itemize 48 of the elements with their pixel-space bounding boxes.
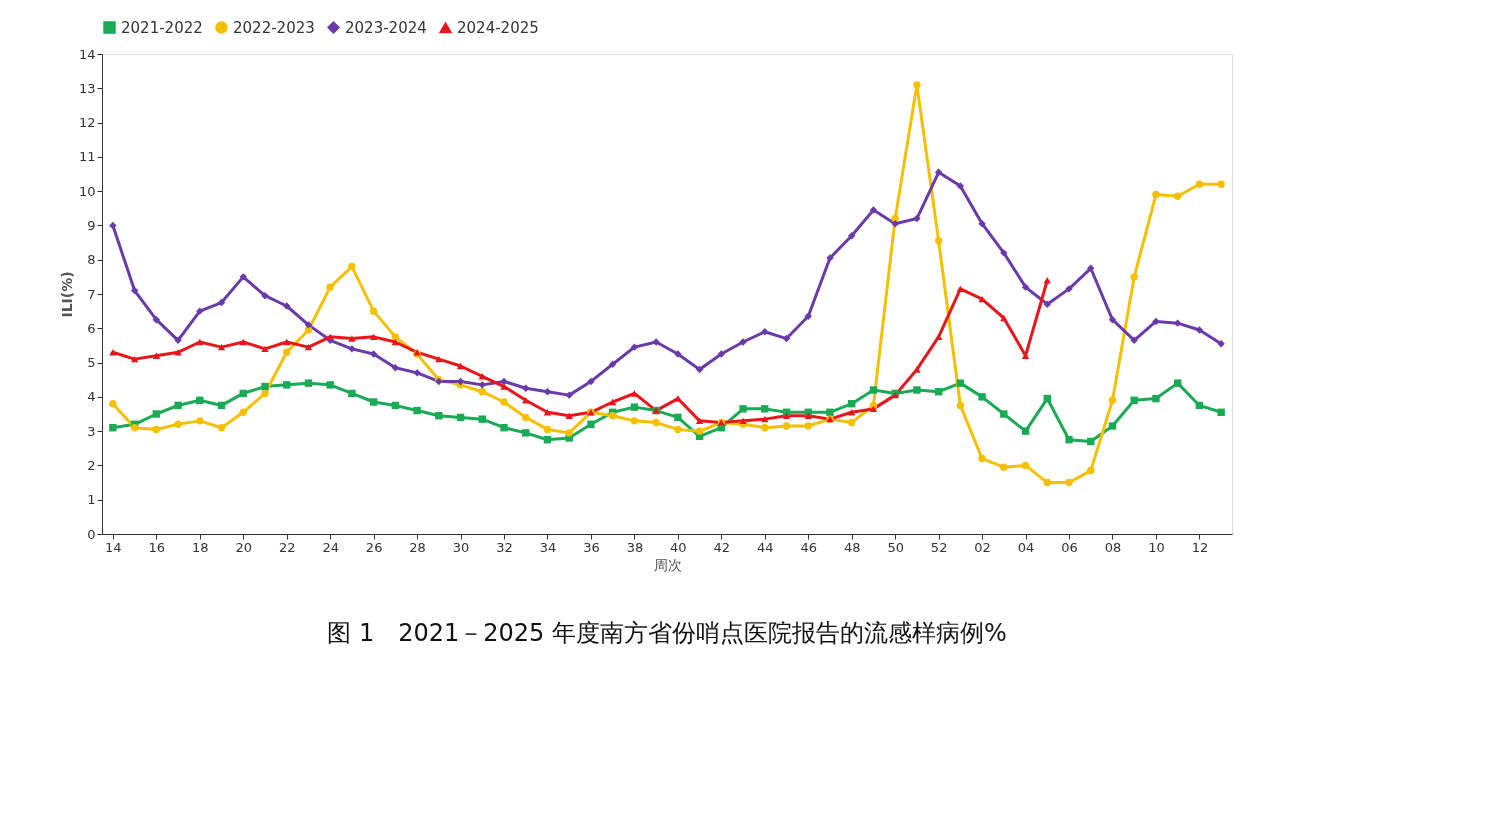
- y-tick-label: 7: [87, 286, 96, 302]
- legend-label: 2021-2022: [121, 18, 203, 37]
- x-tick-label: 32: [496, 539, 513, 555]
- x-tick-label: 10: [1148, 539, 1165, 555]
- x-tick-label: 22: [278, 539, 296, 555]
- y-tick-label: 4: [87, 389, 96, 405]
- x-tick-label: 24: [322, 539, 339, 555]
- y-tick-label: 3: [87, 423, 96, 439]
- x-tick-label: 28: [409, 539, 426, 555]
- x-tick-label: 20: [235, 539, 253, 555]
- x-tick-label: 36: [583, 539, 600, 555]
- x-tick-label: 14: [105, 539, 122, 555]
- x-tick-label: 16: [148, 539, 166, 555]
- x-tick-label: 46: [800, 539, 818, 555]
- y-tick-label: 6: [87, 320, 96, 336]
- y-tick-label: 5: [87, 355, 96, 371]
- x-tick-label: 44: [757, 539, 774, 555]
- legend-label: 2023-2024: [345, 18, 427, 37]
- legend-label: 2022-2023: [233, 18, 315, 37]
- y-tick-label: 2: [87, 457, 96, 473]
- x-tick-label: 18: [192, 539, 209, 555]
- y-axis-title: ILI(%): [58, 271, 75, 318]
- y-tick-label: 9: [87, 217, 96, 233]
- x-tick-label: 26: [365, 539, 383, 555]
- x-tick-label: 08: [1104, 539, 1122, 555]
- y-tick-label: 0: [87, 526, 96, 542]
- x-tick-label: 34: [539, 539, 557, 555]
- y-tick-label: 8: [87, 252, 96, 268]
- x-tick-label: 50: [887, 539, 904, 555]
- x-tick-label: 12: [1191, 539, 1209, 555]
- x-tick-label: 42: [713, 539, 731, 555]
- y-tick-label: 12: [78, 115, 96, 131]
- x-tick-label: 38: [626, 539, 644, 555]
- x-tick-label: 06: [1061, 539, 1078, 555]
- x-tick-label: 40: [670, 539, 687, 555]
- y-tick-label: 14: [78, 46, 96, 62]
- y-tick-label: 10: [78, 183, 96, 199]
- x-tick-label: 48: [843, 539, 861, 555]
- x-tick-label: 02: [974, 539, 991, 555]
- legend-label: 2024-2025: [457, 18, 539, 37]
- x-axis-title: 周次: [653, 556, 682, 573]
- x-tick-label: 52: [930, 539, 948, 555]
- x-tick-label: 04: [1017, 539, 1035, 555]
- x-tick-label: 30: [452, 539, 470, 555]
- y-tick-label: 11: [78, 149, 96, 165]
- y-tick-label: 1: [87, 492, 96, 508]
- y-tick-label: 13: [78, 80, 96, 96]
- text: 图 1 2021－2025 年度南方省份哨点医院报告的流感样病例%: [327, 619, 1007, 647]
